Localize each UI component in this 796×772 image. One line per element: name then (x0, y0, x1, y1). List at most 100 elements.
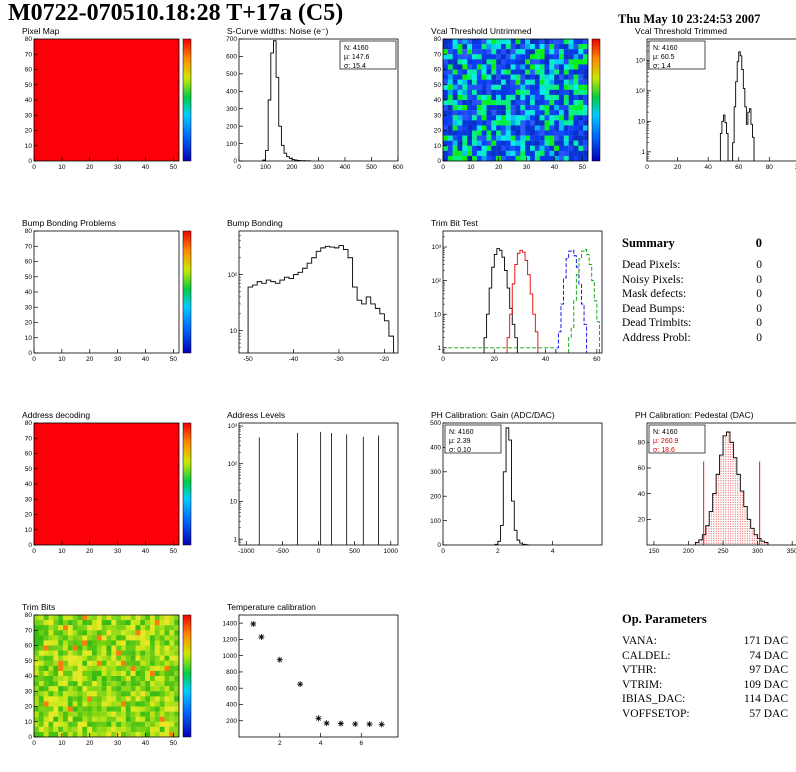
op-parameter-label: CALDEL: (622, 649, 671, 662)
svg-text:N: 4160: N: 4160 (653, 45, 678, 52)
svg-text:50: 50 (170, 356, 178, 363)
svg-text:10²: 10² (432, 278, 442, 285)
svg-text:0: 0 (28, 158, 32, 165)
svg-text:10³: 10³ (432, 244, 442, 251)
svg-text:200: 200 (683, 548, 694, 555)
svg-text:N: 4160: N: 4160 (449, 429, 474, 436)
summary-total: 0 (755, 236, 762, 250)
svg-text:0: 0 (32, 356, 36, 363)
svg-text:μ: 60.5: μ: 60.5 (653, 54, 675, 61)
vcal-threshold-trimmed-stats-box (648, 40, 706, 70)
trim-bits: Trim Bits 0 10 20 30 40 50 0 10 20 30 40 50 60 70 80 (6, 602, 206, 762)
summary-label: Noisy Pixels: (622, 273, 684, 286)
svg-text:20: 20 (25, 704, 33, 711)
address-decoding-plot: Address decoding 0 10 20 30 40 50 0 10 20 30 40 50 60… (22, 410, 192, 555)
pixel-map-colorbar (182, 38, 192, 162)
op-parameter-row: CALDEL: 74 DAC (622, 649, 788, 664)
vcal-threshold-trimmed-title: Vcal Threshold Trimmed (635, 26, 727, 36)
summary-value: 0 (756, 259, 762, 271)
op-parameter-value: 57 DAC (749, 707, 788, 720)
trim-bit-test-title: Trim Bit Test (431, 218, 478, 228)
svg-text:40: 40 (142, 356, 150, 363)
svg-text:800: 800 (226, 669, 237, 676)
summary-value: 0 (756, 317, 762, 329)
trim-bits-title: Trim Bits (22, 602, 55, 612)
svg-text:60: 60 (638, 465, 646, 472)
svg-text:200: 200 (430, 493, 441, 500)
svg-text:500: 500 (430, 420, 441, 427)
svg-text:30: 30 (114, 548, 122, 555)
svg-text:30: 30 (434, 112, 442, 119)
bump-bonding-problems-plot: Bump Bonding Problems 0 10 20 30 40 50 0 10 20 30 4… (22, 218, 192, 363)
svg-text:20: 20 (434, 128, 442, 135)
svg-text:10: 10 (467, 164, 475, 171)
svg-text:1: 1 (233, 536, 237, 543)
svg-text:400: 400 (430, 445, 441, 452)
svg-text:10: 10 (58, 164, 66, 171)
svg-text:1000: 1000 (223, 653, 238, 660)
svg-text:100: 100 (430, 518, 441, 525)
svg-text:N: 4160: N: 4160 (653, 429, 678, 436)
svg-text:60: 60 (25, 67, 33, 74)
svg-text:-500: -500 (276, 548, 289, 555)
bump-bonding: Bump Bonding -50 -40 -30 -20 10 10² (211, 218, 411, 378)
svg-text:80: 80 (25, 228, 33, 235)
svg-text:0: 0 (441, 548, 445, 555)
svg-text:50: 50 (25, 274, 33, 281)
svg-text:0: 0 (441, 356, 445, 363)
svg-text:10: 10 (25, 335, 33, 342)
svg-text:μ: 2.39: μ: 2.39 (449, 438, 471, 445)
svg-text:30: 30 (25, 112, 33, 119)
svg-text:60: 60 (25, 643, 33, 650)
op-parameter-label: VOFFSETOP: (622, 707, 690, 720)
summary-row: Address Probl: 0 (622, 331, 762, 346)
svg-text:600: 600 (226, 685, 237, 692)
svg-text:0: 0 (437, 542, 441, 549)
scurve-noise-stats-box (339, 40, 397, 70)
svg-text:50: 50 (25, 658, 33, 665)
svg-text:30: 30 (25, 688, 33, 695)
svg-text:60: 60 (25, 451, 33, 458)
op-parameter-row: VOFFSETOP: 57 DAC (622, 707, 788, 722)
svg-text:60: 60 (25, 259, 33, 266)
svg-text:30: 30 (114, 740, 122, 747)
svg-text:2: 2 (496, 548, 500, 555)
svg-text:30: 30 (114, 356, 122, 363)
bump-bonding-problems: Bump Bonding Problems 0 10 20 30 40 50 0 10 20 30 4… (6, 218, 206, 378)
svg-text:20: 20 (25, 320, 33, 327)
svg-text:40: 40 (542, 356, 550, 363)
svg-text:0: 0 (28, 350, 32, 357)
svg-text:0: 0 (233, 158, 237, 165)
ph-calibration-pedestal-stats-box (648, 424, 706, 454)
svg-text:50: 50 (25, 466, 33, 473)
svg-text:50: 50 (434, 82, 442, 89)
svg-text:0: 0 (437, 158, 441, 165)
svg-text:40: 40 (705, 164, 713, 171)
summary-row: Dead Trimbits: 0 (622, 316, 762, 331)
svg-text:200: 200 (226, 123, 237, 130)
svg-text:300: 300 (430, 469, 441, 476)
svg-text:500: 500 (226, 71, 237, 78)
temperature-calibration-title: Temperature calibration (227, 602, 316, 612)
svg-text:10³: 10³ (228, 423, 238, 430)
svg-text:1200: 1200 (223, 637, 238, 644)
svg-text:40: 40 (142, 164, 150, 171)
bump-bonding-plot: Bump Bonding -50 -40 -30 -20 10 10² (227, 218, 399, 363)
svg-text:0: 0 (32, 740, 36, 747)
ph-calibration-gain-title: PH Calibration: Gain (ADC/DAC) (431, 410, 555, 420)
svg-text:60: 60 (593, 356, 601, 363)
svg-text:30: 30 (25, 304, 33, 311)
svg-text:50: 50 (170, 164, 178, 171)
op-parameters-panel: Op. Parameters VANA: 171 DAC CALDEL: 74 DAC… (622, 612, 788, 721)
trim-bit-test-plot: Trim Bit Test 0 20 40 60 1 10 10² 10³ (431, 218, 603, 363)
ph-calibration-pedestal-title: PH Calibration: Pedestal (DAC) (635, 410, 754, 420)
svg-text:2: 2 (278, 740, 282, 747)
svg-text:500: 500 (349, 548, 360, 555)
svg-text:350: 350 (787, 548, 796, 555)
svg-text:μ: 260.9: μ: 260.9 (653, 438, 679, 445)
svg-text:40: 40 (142, 548, 150, 555)
svg-text:700: 700 (226, 36, 237, 43)
svg-text:30: 30 (114, 164, 122, 171)
svg-text:20: 20 (86, 740, 94, 747)
svg-text:100: 100 (260, 164, 271, 171)
